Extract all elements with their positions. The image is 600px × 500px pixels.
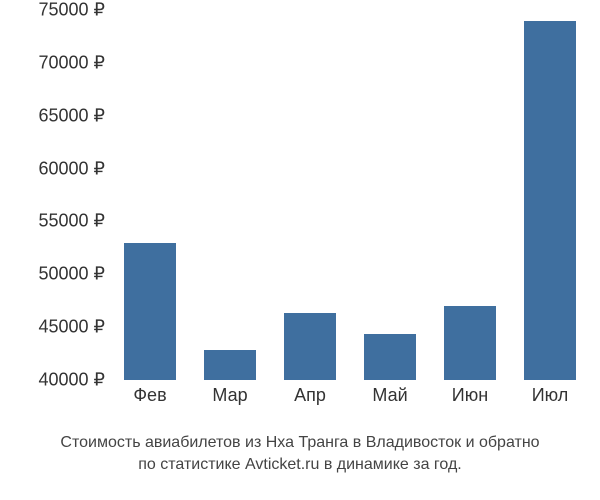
- y-tick-label: 70000 ₽: [38, 52, 105, 73]
- bar: [524, 21, 576, 380]
- caption-line2: по статистике Avticket.ru в динамике за …: [0, 454, 600, 476]
- x-tick-label: Мар: [212, 385, 247, 406]
- y-tick-label: 50000 ₽: [38, 264, 105, 285]
- plot-area: [110, 10, 590, 380]
- y-tick-label: 60000 ₽: [38, 158, 105, 179]
- y-axis-labels: 40000 ₽45000 ₽50000 ₽55000 ₽60000 ₽65000…: [0, 0, 105, 380]
- bar: [364, 334, 416, 381]
- chart-container: 40000 ₽ 45000 ₽ 50000 ₽ 55000 ₽ 60000 ₽ 65000…: [0, 0, 600, 415]
- y-tick-label: 40000 ₽: [38, 370, 105, 391]
- caption-line1: Стоимость авиабилетов из Нха Транга в Вл…: [0, 432, 600, 454]
- y-tick-label: 75000 ₽: [38, 0, 105, 21]
- x-tick-label: Июн: [452, 385, 488, 406]
- bar: [284, 313, 336, 380]
- bar: [124, 243, 176, 380]
- y-tick-label: 45000 ₽: [38, 317, 105, 338]
- y-tick-label: 65000 ₽: [38, 105, 105, 126]
- x-tick-label: Июл: [532, 385, 569, 406]
- bar: [204, 350, 256, 380]
- x-tick-label: Апр: [294, 385, 326, 406]
- bar: [444, 306, 496, 380]
- y-tick-label: 55000 ₽: [38, 211, 105, 232]
- x-tick-label: Фев: [133, 385, 166, 406]
- x-axis-labels: Фев Мар Апр Май Июн Июл: [110, 385, 590, 415]
- x-tick-label: Май: [372, 385, 407, 406]
